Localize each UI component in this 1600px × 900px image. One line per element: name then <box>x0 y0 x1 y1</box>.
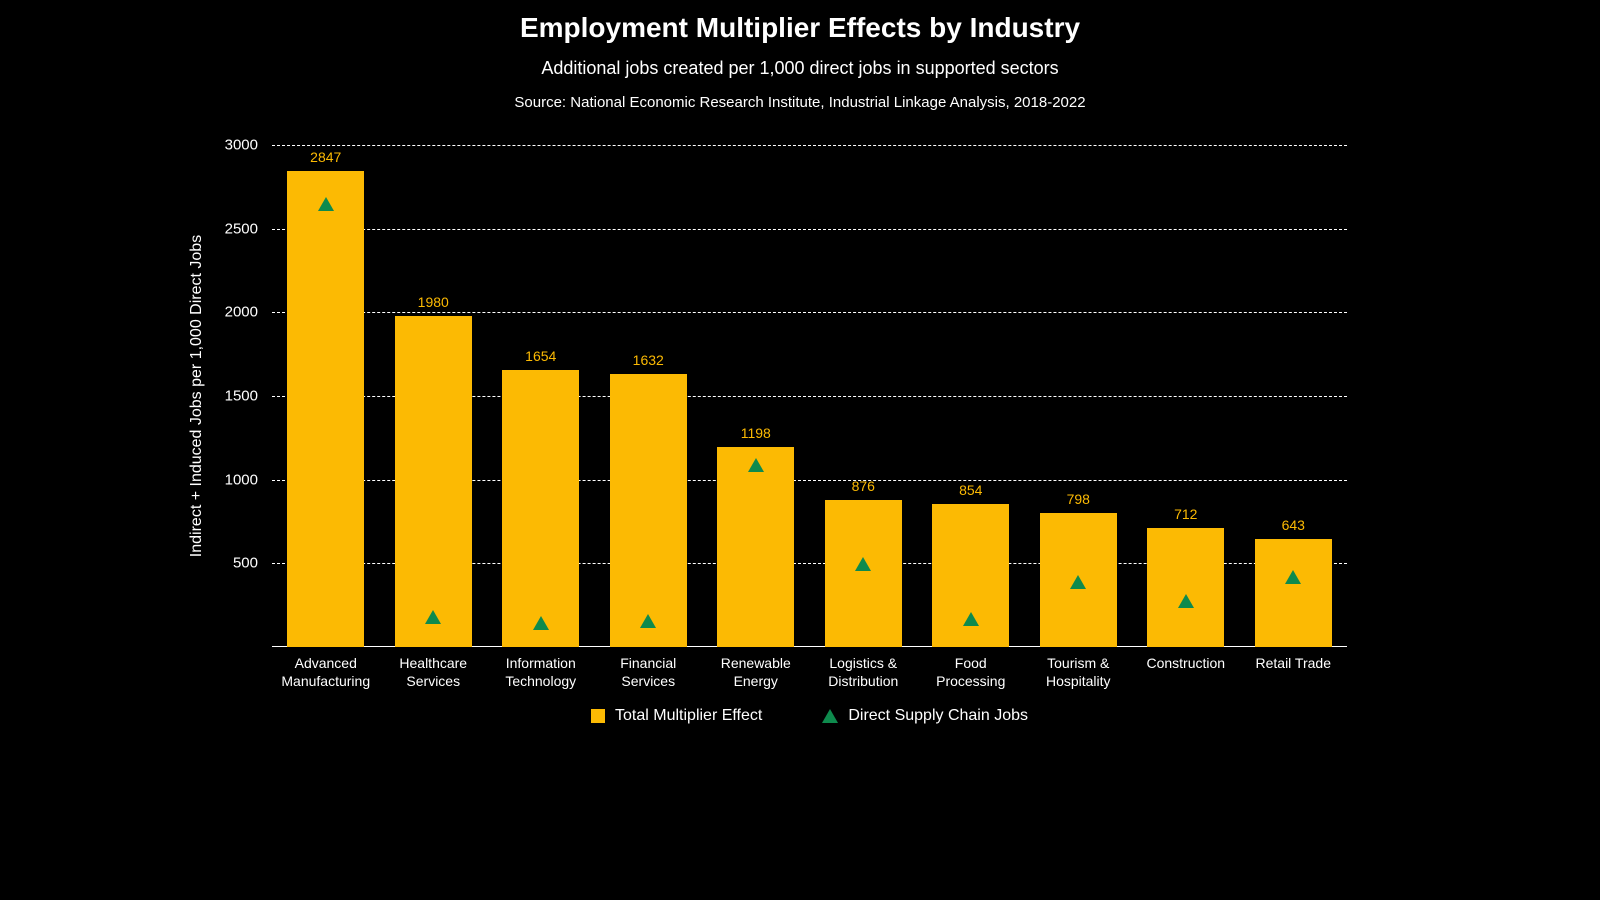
gridline <box>272 145 1347 146</box>
bar-value-label: 2847 <box>310 149 341 165</box>
gridline <box>272 312 1347 313</box>
bar-value-label: 876 <box>852 478 875 494</box>
bar <box>610 374 687 647</box>
x-tick-label: Financial Services <box>597 655 699 690</box>
bar-value-label: 1632 <box>633 352 664 368</box>
bar-value-label: 1198 <box>741 425 771 441</box>
chart-source: Source: National Economic Research Insti… <box>72 94 1528 111</box>
plot-area: 2847 1980 1654 1632 1198 876 854 798 712 643 <box>272 145 1347 647</box>
bar <box>717 447 794 647</box>
bar-value-label: 643 <box>1282 517 1305 533</box>
legend-label: Total Multiplier Effect <box>615 707 762 725</box>
x-tick-label: Construction <box>1135 655 1237 673</box>
legend-item: Total Multiplier Effect <box>591 707 762 725</box>
triangle-marker-icon <box>640 614 656 628</box>
legend-square-icon <box>591 709 605 723</box>
y-tick-label: 3000 <box>72 137 258 154</box>
bar <box>825 500 902 647</box>
y-tick-label: 2500 <box>72 220 258 237</box>
y-axis-label: Indirect + Induced Jobs per 1,000 Direct… <box>188 235 206 557</box>
legend-item: Direct Supply Chain Jobs <box>822 707 1028 725</box>
bar-value-label: 854 <box>959 482 982 498</box>
y-tick-label: 1000 <box>72 471 258 488</box>
bar <box>1255 539 1332 647</box>
x-tick-label: Information Technology <box>490 655 592 690</box>
x-tick-label: Tourism & Hospitality <box>1027 655 1129 690</box>
legend-label: Direct Supply Chain Jobs <box>848 707 1028 725</box>
triangle-marker-icon <box>1285 570 1301 584</box>
x-tick-label: Advanced Manufacturing <box>275 655 377 690</box>
triangle-marker-icon <box>1070 575 1086 589</box>
triangle-marker-icon <box>533 616 549 630</box>
x-tick-label: Logistics & Distribution <box>812 655 914 690</box>
x-tick-label: Healthcare Services <box>382 655 484 690</box>
x-tick-label: Food Processing <box>920 655 1022 690</box>
triangle-marker-icon <box>748 458 764 472</box>
bar-value-label: 1980 <box>418 294 449 310</box>
triangle-marker-icon <box>318 197 334 211</box>
triangle-marker-icon <box>855 557 871 571</box>
chart-title: Employment Multiplier Effects by Industr… <box>72 12 1528 44</box>
gridline <box>272 229 1347 230</box>
bar-value-label: 712 <box>1174 506 1197 522</box>
triangle-marker-icon <box>963 612 979 626</box>
triangle-marker-icon <box>1178 594 1194 608</box>
bar-value-label: 1654 <box>525 348 556 364</box>
y-tick-label: 2000 <box>72 304 258 321</box>
legend: Total Multiplier Effect Direct Supply Cha… <box>272 707 1347 725</box>
bar <box>502 370 579 647</box>
legend-triangle-icon <box>822 709 838 723</box>
bar-value-label: 798 <box>1067 491 1090 507</box>
x-tick-label: Retail Trade <box>1242 655 1344 673</box>
bar <box>287 171 364 647</box>
y-tick-label: 1500 <box>72 388 258 405</box>
triangle-marker-icon <box>425 610 441 624</box>
bar <box>1147 528 1224 647</box>
x-tick-label: Renewable Energy <box>705 655 807 690</box>
y-tick-label: 500 <box>72 555 258 572</box>
bar <box>395 316 472 647</box>
chart-subtitle: Additional jobs created per 1,000 direct… <box>72 58 1528 79</box>
